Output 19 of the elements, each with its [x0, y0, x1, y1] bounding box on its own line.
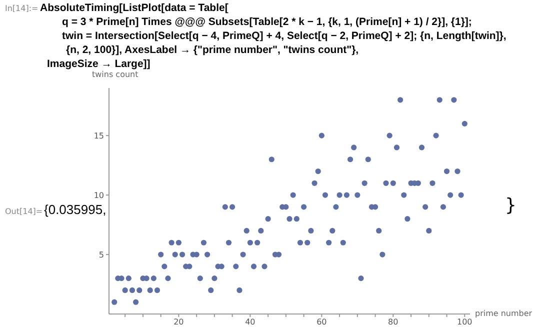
- text: {n, 2, 100}], AxesLabel → {"prime number", "twins count"},: [66, 44, 359, 56]
- y-tick-label: 5: [98, 250, 104, 260]
- y-tick-label: 15: [94, 131, 104, 140]
- x-tick-label: 100: [457, 318, 472, 327]
- text: q = 3 * Prime[n] Times @@@ Subsets[Table[2 * k − 1, {k, 1, (Prime[n] + 1) / 2}], {1}];: [62, 16, 472, 28]
- x-tick-label: 20: [174, 318, 184, 327]
- y-tick-label: 10: [94, 190, 104, 200]
- text: In[14]:=: [5, 4, 38, 13]
- x-tick-label: 40: [245, 318, 256, 327]
- text: twin = Intersection[Select[q − 4, PrimeQ] + 4, Select[q − 2, PrimeQ] + 2]; {n, Length[twin]},: [62, 30, 506, 42]
- y-axis-title: twins count: [92, 70, 138, 79]
- text: {0.035995,: [44, 202, 106, 217]
- x-tick-label: 80: [388, 318, 398, 327]
- text: }: [505, 195, 516, 216]
- text: Out[14]=: [5, 207, 43, 216]
- x-axis-title: prime number: [475, 309, 532, 318]
- text: ImageSize → Large]]: [47, 58, 150, 70]
- text: AbsoluteTiming[ListPlot[data = Table[: [40, 2, 228, 14]
- x-tick-label: 60: [316, 318, 327, 327]
